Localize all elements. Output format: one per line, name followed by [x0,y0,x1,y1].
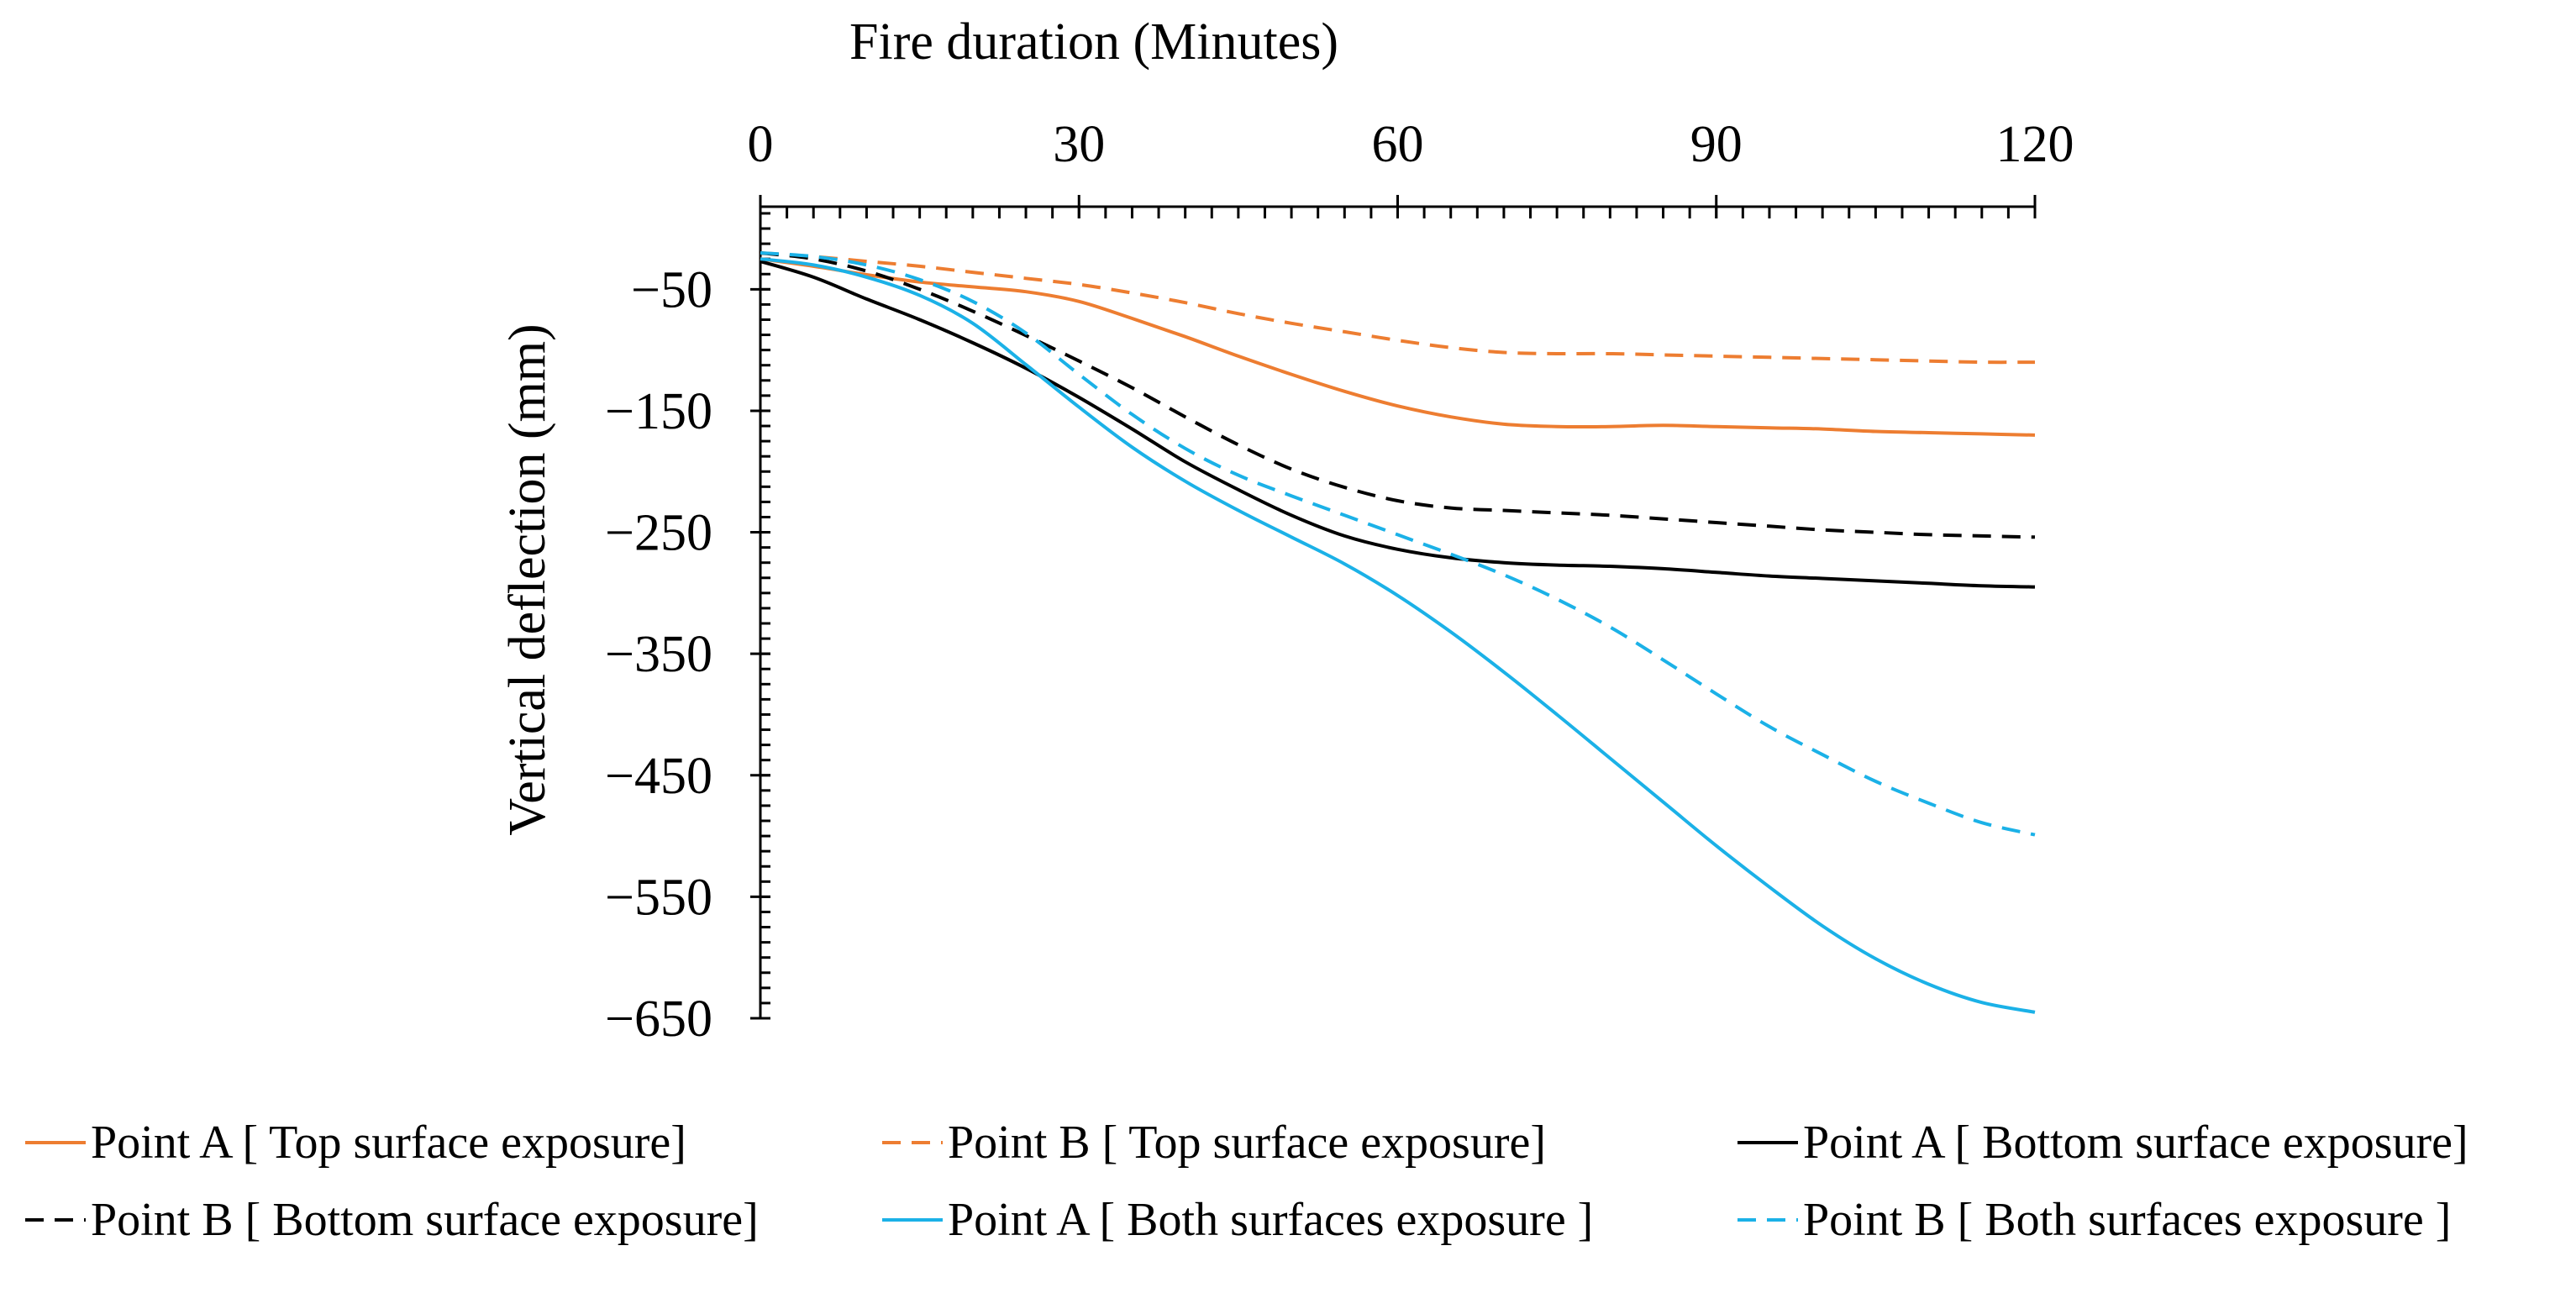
legend-item: Point B [ Both surfaces exposure ] [1737,1182,2451,1258]
y-axis-title: Vertical deflection (mm) [499,323,556,835]
series-line-1 [760,257,2036,437]
axes: 0 30 60 90 120 −50 −150 −250 −350 −450 −550 −650 [605,116,2074,1048]
legend-swatch-icon [882,1218,943,1222]
x-axis-title: Fire duration (Minutes) [849,13,1338,71]
legend-label: Point A [ Top surface exposure] [91,1117,686,1169]
legend-swatch-icon [1737,1141,1798,1144]
x-tick-label: 60 [1372,116,1424,173]
series-line-2 [760,251,2036,365]
series-line-3 [760,260,2036,589]
y-tick-label: −150 [605,383,712,440]
y-tick-label: −450 [605,748,712,805]
y-tick-label: −350 [605,626,712,683]
y-tick-label: −650 [605,991,712,1048]
x-tick-label: 0 [748,116,774,173]
series-line-6 [760,251,2036,837]
legend: Point A [ Top surface exposure] Point B … [0,1105,2576,1273]
legend-swatch-icon [25,1218,86,1222]
legend-item: Point B [ Top surface exposure] [882,1105,1546,1180]
y-tick-label: −250 [605,505,712,562]
legend-label: Point B [ Bottom surface exposure] [91,1194,759,1246]
legend-label: Point B [ Top surface exposure] [948,1117,1547,1169]
x-tick-label: 30 [1053,116,1105,173]
legend-item: Point B [ Bottom surface exposure] [25,1182,759,1258]
line-chart: Fire duration (Minutes) Vertical deflect… [499,13,2074,1048]
legend-swatch-icon [882,1141,943,1144]
legend-label: Point B [ Both surfaces exposure ] [1803,1194,2452,1246]
series-lines [760,251,2036,1014]
legend-swatch-icon [25,1141,86,1144]
series-line-5 [760,257,2036,1014]
x-tick-label: 90 [1690,116,1743,173]
x-tick-label: 120 [1996,116,2074,173]
y-tick-label: −550 [605,869,712,926]
legend-item: Point A [ Both surfaces exposure ] [882,1182,1593,1258]
legend-swatch-icon [1737,1218,1798,1222]
y-tick-label: −50 [631,261,712,318]
legend-item: Point A [ Top surface exposure] [25,1105,686,1180]
series-line-4 [760,251,2036,539]
legend-label: Point A [ Both surfaces exposure ] [948,1194,1594,1246]
legend-item: Point A [ Bottom surface exposure] [1737,1105,2468,1180]
legend-label: Point A [ Bottom surface exposure] [1803,1117,2468,1169]
